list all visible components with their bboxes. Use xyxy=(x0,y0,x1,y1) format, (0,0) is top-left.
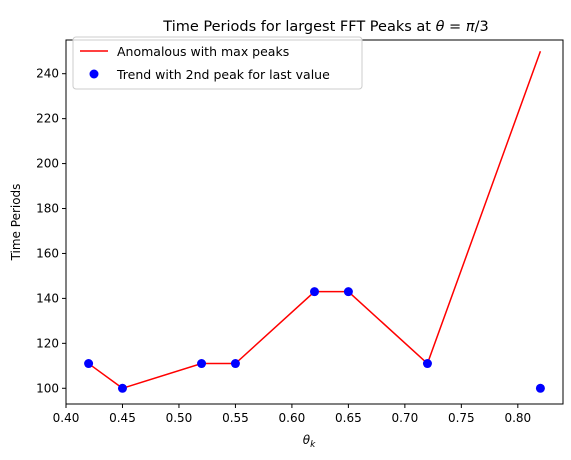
y-tick-label: 240 xyxy=(36,67,59,81)
chart-title-prefix: Time Periods for largest FFT Peaks at xyxy=(162,19,435,35)
legend: Anomalous with max peaks Trend with 2nd … xyxy=(72,36,363,90)
x-tick-label: 0.45 xyxy=(109,411,136,425)
y-tick-label: 100 xyxy=(36,381,59,395)
legend-box xyxy=(72,36,363,90)
x-tick-label: 0.60 xyxy=(279,411,306,425)
x-tick-label: 0.50 xyxy=(166,411,193,425)
y-tick-label: 160 xyxy=(36,246,59,260)
x-tick-label: 0.55 xyxy=(222,411,249,425)
x-axis-label: θk xyxy=(303,433,316,450)
x-axis-label-main: θ xyxy=(303,433,311,447)
series-layer xyxy=(84,50,545,393)
data-point-trend xyxy=(343,287,353,297)
data-point-trend xyxy=(117,383,127,393)
y-axis-label: Time Periods xyxy=(9,184,23,262)
x-tick-label: 0.70 xyxy=(392,411,419,425)
chart-title-suffix: /3 xyxy=(475,19,489,35)
legend-marker-swatch xyxy=(89,69,99,79)
legend-label-trend: Trend with 2nd peak for last value xyxy=(116,67,330,82)
data-point-trend xyxy=(535,383,545,393)
axis-ticks: 0.40 0.45 0.50 0.55 0.60 0.65 0.70 0.75 0.80 100 1… xyxy=(36,67,531,425)
y-tick-label: 220 xyxy=(36,112,59,126)
data-point-trend xyxy=(310,287,319,297)
data-point-trend xyxy=(230,359,240,369)
data-point-trend xyxy=(422,359,432,369)
series-line-anomalous xyxy=(88,50,542,390)
x-tick-label: 0.65 xyxy=(335,411,362,425)
y-tick-label: 180 xyxy=(36,202,59,216)
chart-title-pi: π xyxy=(466,19,475,35)
y-tick-label: 140 xyxy=(36,291,59,305)
y-tick-label: 200 xyxy=(36,157,59,171)
y-tick-label: 120 xyxy=(36,336,59,350)
chart-title: Time Periods for largest FFT Peaks at θ … xyxy=(162,19,488,35)
x-tick-label: 0.75 xyxy=(448,411,475,425)
chart-title-equals: = xyxy=(444,19,465,35)
chart-title-theta: θ xyxy=(436,19,445,35)
x-axis-label-sub: k xyxy=(310,440,316,450)
x-tick-label: 0.80 xyxy=(504,411,531,425)
data-point-trend xyxy=(84,359,94,369)
plot-frame xyxy=(65,39,564,405)
data-point-trend xyxy=(197,359,207,369)
x-tick-label: 0.40 xyxy=(53,411,80,425)
legend-label-anomalous: Anomalous with max peaks xyxy=(117,44,289,59)
